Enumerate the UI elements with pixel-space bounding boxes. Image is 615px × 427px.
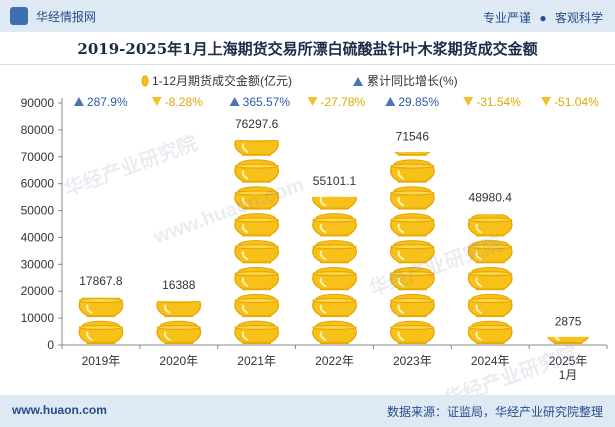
x-tick-label: 2024年: [471, 354, 510, 368]
bar-pot-partial: [78, 297, 124, 318]
bar-pot: [312, 213, 357, 237]
bar-pot: [390, 240, 435, 264]
bar-pot-partial: [467, 214, 513, 237]
x-tick-label: 1月: [559, 368, 578, 382]
y-tick-label: 90000: [21, 96, 55, 110]
growth-up-icon: [73, 97, 84, 106]
legend-label-amount: 1-12月期货成交金额(亿元): [152, 73, 292, 88]
legend-triangle-icon: [353, 77, 363, 86]
y-tick-label: 10000: [21, 311, 55, 325]
footer-source: 数据来源：证监局，华经产业研究院整理: [386, 405, 603, 419]
bar-pot: [390, 293, 435, 318]
bar-pot: [390, 159, 435, 183]
y-tick-label: 70000: [21, 150, 55, 164]
x-tick-label: 2020年: [159, 354, 198, 368]
bar-pot: [390, 266, 435, 291]
bar-pot: [234, 293, 279, 318]
x-tick-label: 2022年: [315, 354, 354, 368]
tagline-separator: ●: [539, 11, 547, 25]
bar-pot-partial: [547, 336, 590, 344]
legend-label-growth: 累计同比增长(%): [367, 74, 458, 88]
brand-name: 华经情报网: [36, 9, 97, 24]
growth-label: -31.54%: [476, 95, 521, 109]
tagline-right: 客观科学: [554, 11, 603, 25]
bar-value-label: 2875: [555, 314, 582, 328]
bar-pot: [312, 293, 357, 318]
bar-pot: [156, 320, 202, 344]
tagline: 专业严谨 ● 客观科学: [483, 9, 603, 26]
growth-label: 287.9%: [87, 95, 128, 109]
y-tick-label: 30000: [21, 257, 55, 271]
bar-pot: [390, 213, 435, 237]
bar-value-label: 17867.8: [79, 274, 123, 288]
y-tick-label: 20000: [21, 284, 55, 298]
x-tick-label: 2019年: [82, 354, 121, 368]
chart-svg: 1-12月期货成交金额(亿元) 累计同比增长(%) 0 10000 20000 30000…: [21, 73, 608, 382]
bar-pot: [234, 186, 279, 210]
x-tick-label: 2025年: [549, 354, 588, 368]
bar-pot-partial: [394, 151, 431, 156]
y-tick-label: 60000: [21, 177, 55, 191]
bar-pot: [234, 266, 279, 291]
bar-value-label: 55101.1: [313, 174, 357, 188]
growth-label: -51.04%: [554, 95, 599, 109]
bar-pot: [234, 320, 279, 344]
bar-pot: [467, 240, 513, 264]
chart-title: 2019-2025年1月上海期货交易所漂白硫酸盐针叶木浆期货成交金额: [77, 39, 538, 58]
top-bar: 华经情报网 专业严谨 ● 客观科学: [0, 0, 615, 32]
bar-pot-partial: [312, 196, 357, 210]
bar-pot: [234, 159, 279, 183]
growth-label: -27.78%: [321, 95, 366, 109]
y-tick-label: 40000: [21, 230, 55, 244]
brand: 华经情报网: [10, 7, 96, 25]
footer-url: www.huaon.com: [12, 403, 107, 417]
x-tick-label: 2023年: [393, 354, 432, 368]
bar-pot: [78, 320, 124, 344]
growth-up-icon: [385, 97, 396, 106]
bar-pot-partial: [156, 301, 202, 318]
growth-down-icon: [463, 97, 474, 106]
bar-value-label: 71546: [396, 130, 430, 144]
y-tick-label: 0: [47, 338, 54, 352]
bar-pot: [390, 320, 435, 344]
bar-pot: [467, 293, 513, 318]
x-tick-label: 2021年: [237, 354, 276, 368]
y-tick-label: 80000: [21, 123, 55, 137]
footer-bar: www.huaon.com 数据来源：证监局，华经产业研究院整理: [0, 395, 615, 427]
growth-label: 365.57%: [243, 95, 291, 109]
bar-pot: [234, 213, 279, 237]
bar-pot-partial: [234, 140, 279, 156]
y-tick-label: 50000: [21, 204, 55, 218]
growth-up-icon: [229, 97, 240, 106]
growth-label: 29.85%: [398, 95, 439, 109]
bar-pot: [390, 186, 435, 210]
title-bar: 2019-2025年1月上海期货交易所漂白硫酸盐针叶木浆期货成交金额: [0, 32, 615, 65]
growth-down-icon: [541, 97, 552, 106]
growth-down-icon: [307, 97, 318, 106]
bar-pot: [467, 320, 513, 344]
bar-pot: [234, 240, 279, 264]
bar-value-label: 76297.6: [235, 117, 279, 131]
bar-value-label: 16388: [162, 278, 196, 292]
bar-value-label: 48980.4: [469, 190, 513, 204]
brand-logo-icon: [10, 7, 28, 25]
bar-pot: [312, 266, 357, 291]
bar-pot: [467, 266, 513, 291]
legend-coin-icon: [141, 75, 149, 87]
growth-label: -8.28%: [165, 95, 203, 109]
tagline-left: 专业严谨: [483, 11, 532, 25]
bar-pot: [312, 320, 357, 344]
growth-down-icon: [151, 97, 162, 106]
bar-pot: [312, 240, 357, 264]
